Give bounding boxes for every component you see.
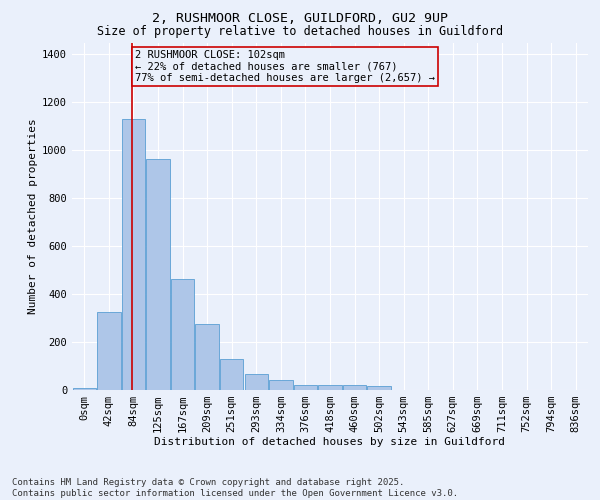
Bar — [343, 384, 366, 390]
Text: Contains HM Land Registry data © Crown copyright and database right 2025.
Contai: Contains HM Land Registry data © Crown c… — [12, 478, 458, 498]
Bar — [97, 312, 121, 390]
X-axis label: Distribution of detached houses by size in Guildford: Distribution of detached houses by size … — [155, 436, 505, 446]
Bar — [146, 158, 170, 390]
Bar — [122, 119, 145, 390]
Text: Size of property relative to detached houses in Guildford: Size of property relative to detached ho… — [97, 25, 503, 38]
Bar — [220, 359, 244, 390]
Bar — [319, 384, 341, 390]
Bar — [171, 278, 194, 390]
Bar — [269, 380, 293, 390]
Bar — [294, 384, 317, 390]
Bar — [73, 388, 96, 390]
Text: 2 RUSHMOOR CLOSE: 102sqm
← 22% of detached houses are smaller (767)
77% of semi-: 2 RUSHMOOR CLOSE: 102sqm ← 22% of detach… — [136, 50, 436, 83]
Bar — [245, 374, 268, 390]
Y-axis label: Number of detached properties: Number of detached properties — [28, 118, 38, 314]
Bar — [196, 324, 219, 390]
Bar — [367, 386, 391, 390]
Text: 2, RUSHMOOR CLOSE, GUILDFORD, GU2 9UP: 2, RUSHMOOR CLOSE, GUILDFORD, GU2 9UP — [152, 12, 448, 26]
